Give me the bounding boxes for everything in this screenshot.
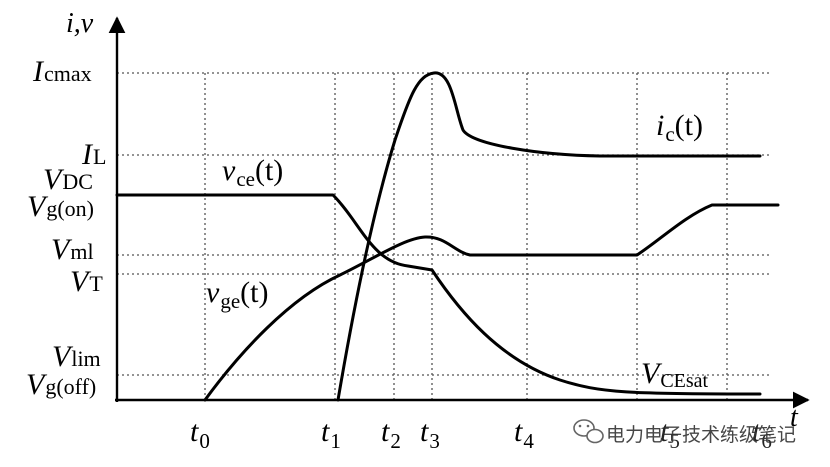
curve-label-vcesat: VCEsat <box>641 357 709 392</box>
x-axis-label: t <box>790 402 799 433</box>
curve-label-vce: vce(t) <box>222 154 283 191</box>
level-label-vgoff: Vg(off) <box>26 368 96 401</box>
svg-text:vce(t): vce(t) <box>222 154 283 191</box>
curve-ic <box>336 71 762 402</box>
level-label-vdc: VDC <box>43 163 93 196</box>
time-label-t0: t0 <box>190 415 210 453</box>
svg-text:Icmax: Icmax <box>32 55 92 88</box>
curve-label-ic: ic(t) <box>656 109 703 146</box>
level-label-vt: VT <box>70 265 103 298</box>
level-label-vlim: Vlim <box>52 340 101 373</box>
level-label-il: IL <box>81 138 106 171</box>
svg-text:t3: t3 <box>420 415 440 453</box>
svg-text:VDC: VDC <box>43 163 93 196</box>
y-axis-label: i,v <box>66 8 94 39</box>
curve-vge <box>203 203 780 402</box>
time-label-t1: t1 <box>321 415 341 453</box>
svg-text:VCEsat: VCEsat <box>641 357 709 392</box>
svg-text:t6: t6 <box>752 415 772 453</box>
svg-text:Vg(on): Vg(on) <box>27 190 94 223</box>
svg-text:IL: IL <box>81 138 106 171</box>
level-label-icmax: Icmax <box>32 55 92 88</box>
watermark-text: 电力电子技术练级笔记 <box>606 424 796 446</box>
wechat-icon <box>573 419 604 444</box>
svg-text:Vml: Vml <box>51 233 94 266</box>
watermark: 电力电子技术练级笔记 <box>573 419 796 446</box>
svg-text:vge(t): vge(t) <box>206 276 268 313</box>
svg-text:t0: t0 <box>190 415 210 453</box>
level-label-vgon: Vg(on) <box>27 190 94 223</box>
level-label-vml: Vml <box>51 233 94 266</box>
svg-text:Vlim: Vlim <box>52 340 101 373</box>
svg-text:t1: t1 <box>321 415 341 453</box>
time-label-t5: t5 <box>660 415 680 453</box>
time-label-t4: t4 <box>514 415 534 453</box>
time-label-t3: t3 <box>420 415 440 453</box>
svg-text:t4: t4 <box>514 415 534 453</box>
curve-label-vge: vge(t) <box>206 276 268 313</box>
svg-text:ic(t): ic(t) <box>656 109 703 146</box>
svg-text:t2: t2 <box>381 415 401 453</box>
curve-vce <box>115 193 762 396</box>
time-label-t2: t2 <box>381 415 401 453</box>
time-label-t6: t6 <box>752 415 772 453</box>
svg-text:t5: t5 <box>660 415 680 453</box>
svg-text:VT: VT <box>70 265 103 298</box>
svg-text:Vg(off): Vg(off) <box>26 368 96 401</box>
